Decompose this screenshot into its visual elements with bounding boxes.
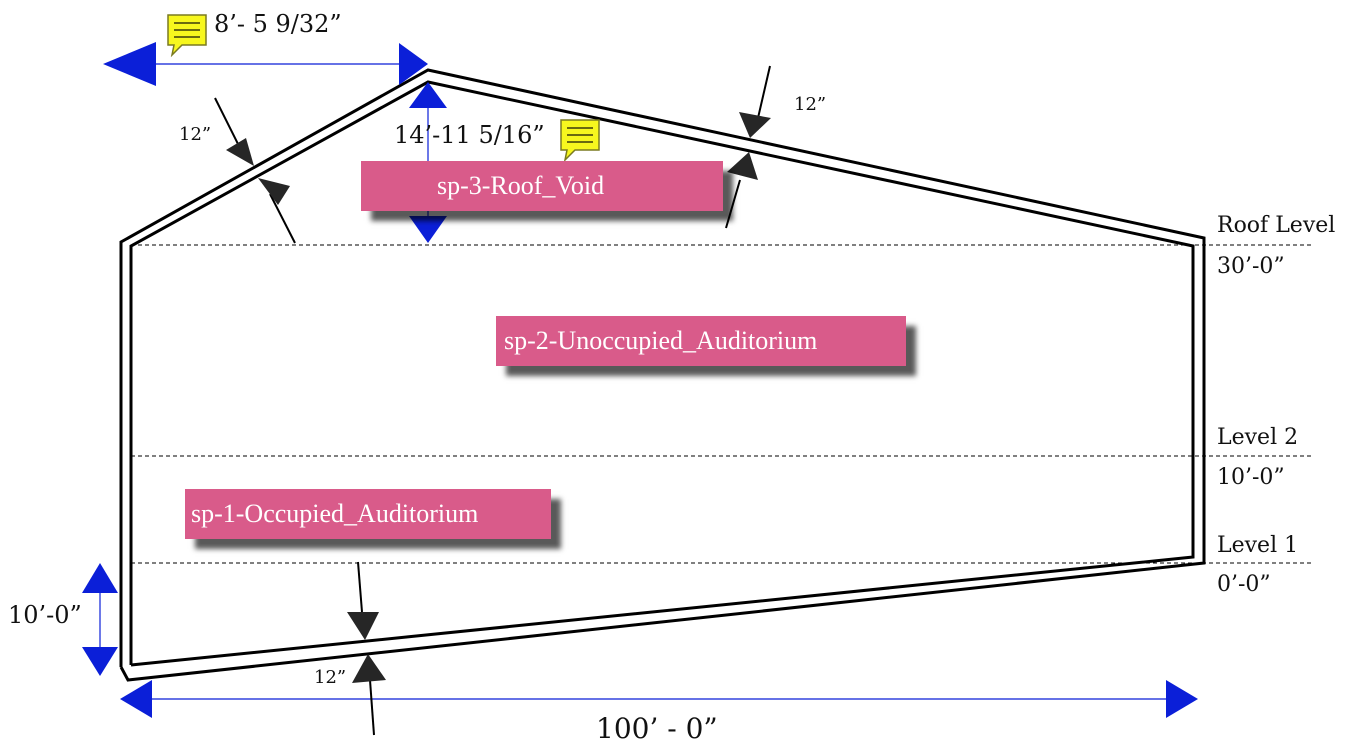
ridge-height-text: 14’-11 5/16” <box>394 121 545 149</box>
level-2-elevation: 10’-0” <box>1217 465 1285 490</box>
space-tag-roof-void[interactable]: sp-3-Roof_Void <box>361 161 723 211</box>
wall-outline <box>119 68 1206 682</box>
note-icon[interactable] <box>166 13 208 57</box>
thickness-right-roof-text: 12” <box>794 94 826 115</box>
dimension-ridge-offset <box>103 42 428 86</box>
thickness-marker-left-roof <box>214 97 296 244</box>
roof-level-elevation: 30’-0” <box>1217 254 1285 279</box>
thickness-marker-right-roof <box>725 65 771 229</box>
thickness-left-roof-text: 12” <box>179 124 211 145</box>
level-2-name: Level 2 <box>1217 425 1299 450</box>
level-1-name: Level 1 <box>1217 533 1299 558</box>
overall-width-text: 100’ - 0” <box>596 712 718 745</box>
space-tag-occupied-auditorium[interactable]: sp-1-Occupied_Auditorium <box>185 489 551 539</box>
floor-drop-text: 10’-0” <box>8 601 82 629</box>
note-icon[interactable] <box>559 118 601 162</box>
dimension-floor-drop <box>82 563 118 676</box>
space-tag-unoccupied-auditorium[interactable]: sp-2-Unoccupied_Auditorium <box>496 316 906 366</box>
level-1-elevation: 0’-0” <box>1217 572 1271 597</box>
thickness-floor-text: 12” <box>314 667 346 688</box>
level-lines <box>131 244 1312 564</box>
ridge-offset-text: 8’- 5 9/32” <box>214 10 342 38</box>
thickness-marker-floor <box>347 561 386 736</box>
roof-level-name: Roof Level <box>1217 213 1336 238</box>
dimension-overall-width <box>120 680 1198 718</box>
